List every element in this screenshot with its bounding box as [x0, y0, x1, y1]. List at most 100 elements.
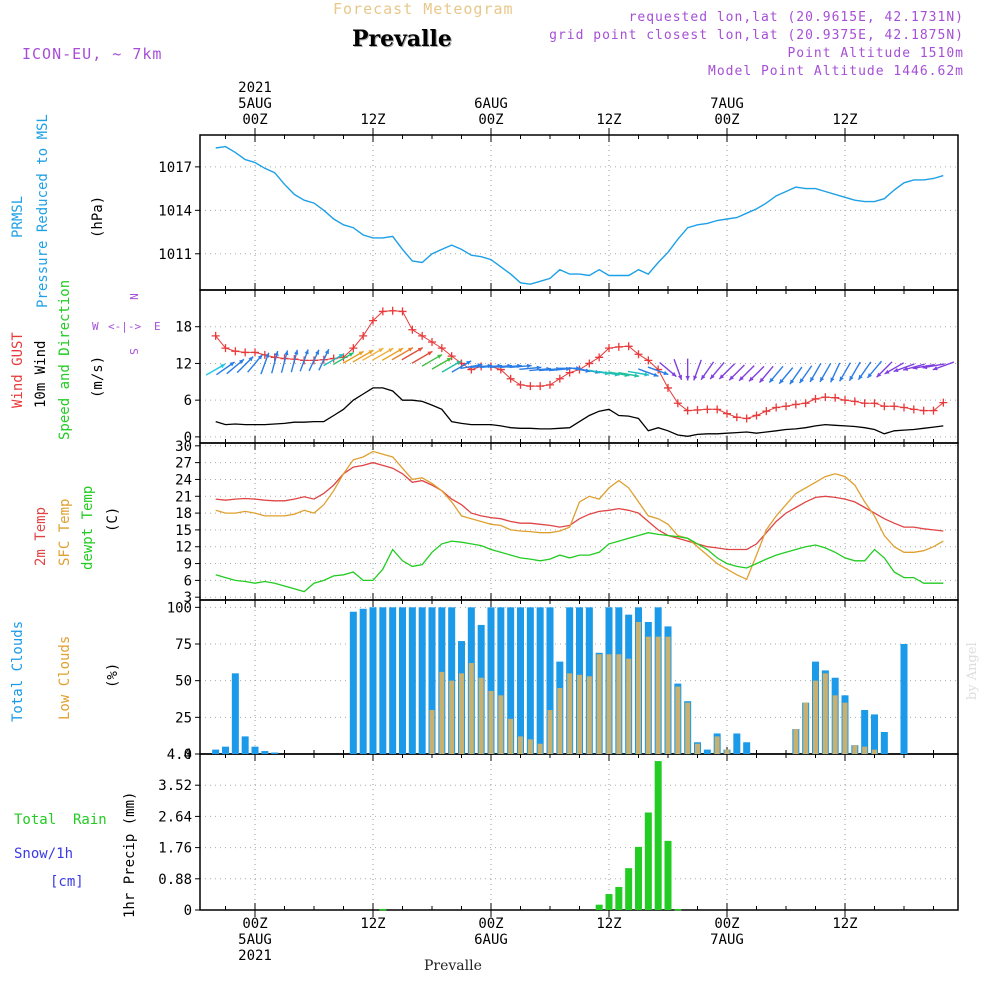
total-cloud-bar [507, 607, 515, 754]
y-tick-label: 2.64 [158, 809, 192, 825]
low-cloud-bar [714, 736, 720, 754]
y-tick-label: 30 [175, 439, 192, 455]
wind-arrow-head [729, 375, 734, 381]
y-tick-label: 1017 [158, 160, 192, 176]
model-name: ICON-EU, ~ 7km [22, 45, 163, 63]
wind-arrow-head [932, 366, 938, 371]
y-tick-label: 6 [184, 393, 192, 409]
wind-arrow-head [348, 352, 354, 357]
wind-arrow-head [739, 376, 744, 381]
wind-arrow-head [220, 364, 226, 369]
y-tick-label: 1011 [158, 247, 192, 263]
wind-arrow-head [417, 347, 423, 352]
y-tick-label: 1014 [158, 203, 192, 219]
total-cloud-bar [526, 607, 534, 754]
wind-arrow-head [378, 348, 384, 353]
wind-arrow-head [893, 367, 899, 373]
wind-arrow-head [284, 350, 289, 356]
total-cloud-bar [261, 751, 269, 754]
y-tick-label: 21 [175, 489, 192, 505]
total-cloud-bar [241, 736, 249, 754]
low-cloud-bar [832, 695, 838, 754]
gust-marker [673, 399, 682, 408]
low-cloud-bar [616, 654, 622, 754]
gust-marker [604, 344, 613, 353]
wind-arrow-head [294, 349, 299, 355]
total-cloud-bar [359, 608, 367, 754]
low-cloud-bar [655, 636, 661, 754]
gust-marker [919, 406, 928, 415]
y-tick-label: 27 [175, 456, 192, 472]
total-cloud-bar [497, 607, 505, 754]
gust-marker [811, 394, 820, 403]
y-tick-label: 0 [184, 430, 192, 446]
low-cloud-bar [468, 663, 474, 754]
wind-arrow-head [229, 362, 235, 367]
wind-arrow-head [867, 373, 873, 378]
series-line-2m-temp [215, 461, 944, 551]
y-tick-label: 25 [175, 710, 192, 726]
time-label: 7AUG [710, 96, 744, 112]
wind-arrow-head [799, 378, 804, 384]
gust-marker [939, 398, 948, 407]
total-cloud-bar [516, 607, 524, 754]
point-altitude: Point Altitude 1510m [787, 46, 964, 61]
total-cloud-bar [408, 607, 416, 754]
gust-marker [791, 400, 800, 409]
wind-arrow-head [304, 349, 309, 355]
panel-frame-pressure [199, 134, 959, 291]
wind-arrow-head [759, 377, 765, 383]
wind-arrow-head [274, 351, 279, 357]
gust-marker [752, 411, 761, 420]
gust-marker [870, 399, 879, 408]
wind-arrow-head [466, 360, 472, 366]
wind-arrow-head [903, 366, 908, 371]
gust-marker [840, 396, 849, 405]
time-label: 12Z [360, 112, 386, 128]
low-cloud-bar [635, 622, 641, 754]
low-cloud-bar [488, 690, 494, 754]
gust-marker [231, 347, 240, 356]
wind-arrow-head [884, 369, 890, 374]
wind-arrow-head [437, 354, 443, 359]
gust-marker [860, 399, 869, 408]
compass-e-label: E [154, 320, 161, 333]
rain-bar [674, 908, 682, 911]
total-cloud-bar [743, 742, 751, 754]
y-tick-label: 9 [184, 557, 192, 573]
wind-arrow-head [358, 351, 364, 356]
time-label: 5AUG [238, 932, 272, 948]
wind-arrow-head [663, 370, 669, 376]
rain-bar [625, 868, 633, 910]
gust-marker [693, 405, 702, 414]
gust-marker [536, 382, 545, 391]
time-label: 7AUG [710, 932, 744, 948]
y-tick-label: 6 [184, 573, 192, 589]
wind-arrow-head [830, 377, 835, 383]
total-cloud-bar [418, 607, 426, 754]
gust-marker [713, 405, 722, 414]
time-label: 00Z [714, 916, 740, 932]
rain-bar [644, 812, 652, 910]
total-cloud-bar [448, 607, 456, 754]
wind-arrow-head [446, 357, 452, 362]
gust-marker [880, 402, 889, 411]
low-cloud-bar [537, 743, 543, 754]
total-cloud-bar [212, 749, 220, 754]
gust-marker [890, 402, 899, 411]
y-tick-label: 4.4 [167, 747, 192, 763]
wind-arrow-head [710, 374, 715, 380]
total-cloud-bar [870, 714, 878, 754]
wind-arrow-head [398, 348, 404, 353]
time-label: 12Z [596, 112, 622, 128]
low-cloud-bar [862, 746, 868, 754]
rain-bar [634, 846, 642, 910]
wind-arrow-head [677, 374, 683, 380]
gust-marker [624, 342, 633, 351]
y-tick-label: 1.76 [158, 841, 192, 857]
y-tick-label: 100 [167, 600, 192, 616]
gust-marker [437, 344, 446, 353]
wind-arrow-head [265, 352, 270, 358]
gust-marker [703, 405, 712, 414]
time-label: 2021 [238, 80, 272, 96]
